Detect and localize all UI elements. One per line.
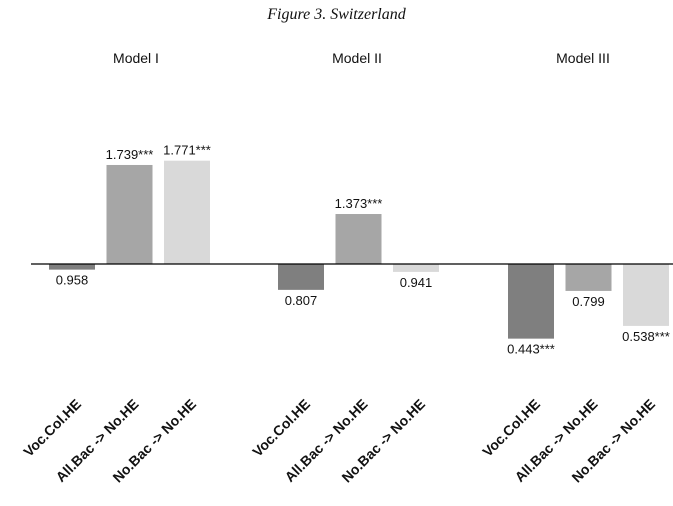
data-label: 0.443*** bbox=[507, 342, 555, 357]
data-label: 0.807 bbox=[285, 293, 318, 308]
model-label: Model I bbox=[113, 50, 159, 66]
data-label: 0.958 bbox=[56, 273, 89, 288]
bar bbox=[335, 214, 382, 264]
category-tick-label: Voc.Col.HE bbox=[20, 396, 84, 460]
model-label: Model III bbox=[556, 50, 610, 66]
data-label: 1.771*** bbox=[163, 143, 211, 158]
data-label: 0.538*** bbox=[622, 329, 670, 344]
data-label: 0.799 bbox=[572, 294, 605, 309]
category-tick-label: Voc.Col.HE bbox=[479, 396, 543, 460]
data-label: 1.739*** bbox=[106, 147, 154, 162]
data-label: 1.373*** bbox=[335, 196, 383, 211]
bar bbox=[49, 264, 95, 270]
category-tick-label: Voc.Col.HE bbox=[249, 396, 313, 460]
chart-title: Figure 3. Switzerland bbox=[267, 6, 406, 23]
bar bbox=[623, 264, 669, 326]
bar bbox=[508, 264, 554, 339]
bar bbox=[106, 164, 153, 264]
model-label: Model II bbox=[332, 50, 382, 66]
bar bbox=[164, 160, 210, 264]
bar bbox=[565, 264, 612, 291]
data-label: 0.941 bbox=[400, 275, 433, 290]
bar bbox=[393, 264, 439, 272]
bar bbox=[278, 264, 324, 290]
